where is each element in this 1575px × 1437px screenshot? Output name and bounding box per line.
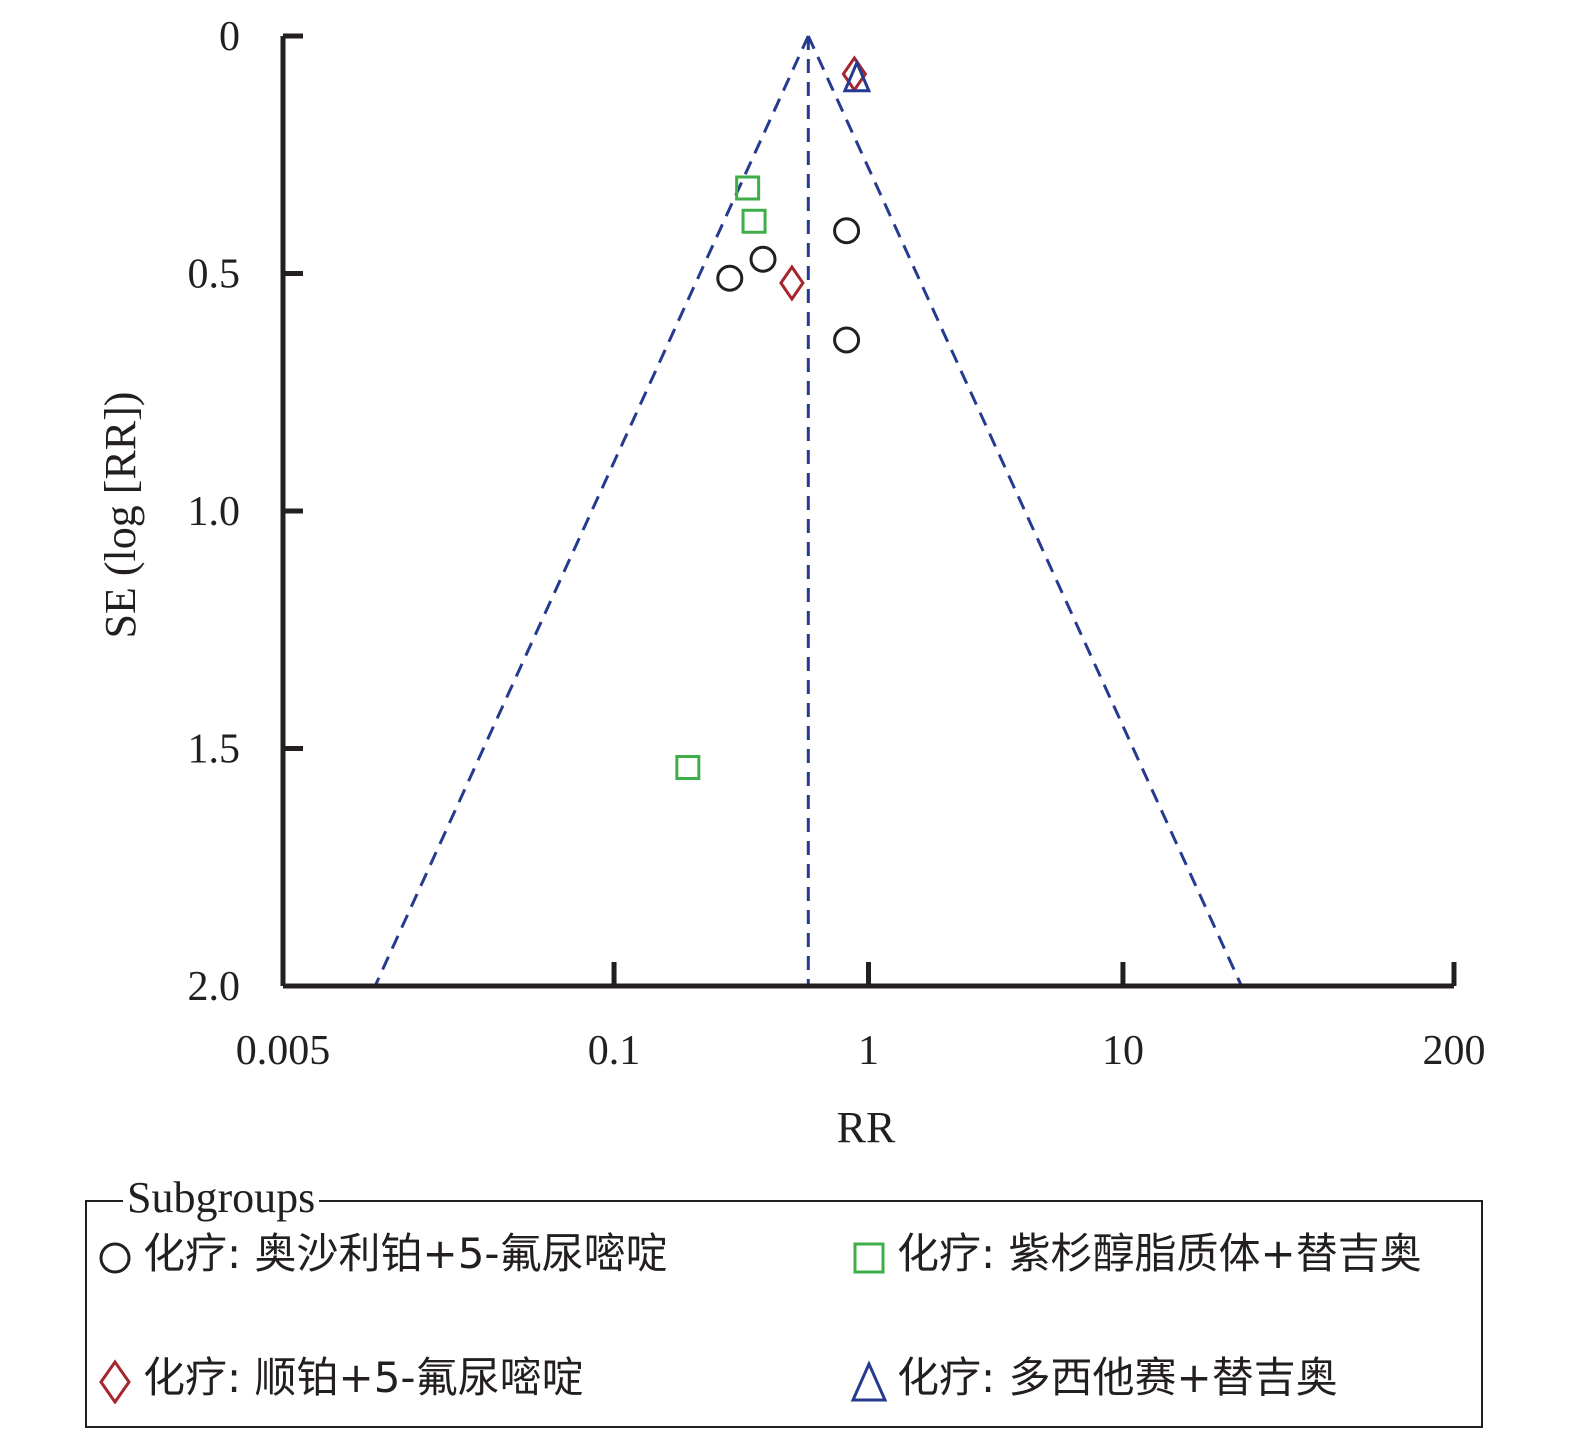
legend-label: 化疗: 顺铂+5-氟尿嘧啶 — [143, 1353, 584, 1402]
x-tick-label: 0.1 — [588, 1028, 641, 1074]
y-tick-label: 2.0 — [188, 964, 241, 1010]
triangle-marker-icon — [850, 1360, 888, 1402]
x-tick-label: 0.005 — [236, 1028, 331, 1074]
funnel-right-line — [806, 35, 1243, 987]
y-tick-label: 1.5 — [188, 727, 241, 773]
x-tick-label: 1 — [858, 1028, 879, 1074]
legend-label: 化疗: 奥沙利铂+5-氟尿嘧啶 — [143, 1229, 668, 1278]
funnel-plot: 0 0.5 1.0 1.5 2.0 0.005 0.1 1 10 200 RR SE (log [… — [96, 14, 1486, 1152]
circle-data-point — [833, 217, 861, 245]
triangle-data-point — [842, 58, 872, 93]
x-tick-label: 10 — [1102, 1028, 1144, 1074]
y-tick-label: 0 — [219, 14, 240, 60]
circle-data-point — [833, 326, 861, 354]
legend-item-docetaxel-s1: 化疗: 多西他赛+替吉奥 — [849, 1352, 1469, 1404]
funnel-lines — [373, 35, 1243, 987]
legend-item-oxaliplatin-5fu: 化疗: 奥沙利铂+5-氟尿嘧啶 — [95, 1228, 835, 1280]
legend-label: 化疗: 紫杉醇脂质体+替吉奥 — [897, 1229, 1422, 1278]
square-data-point — [735, 175, 761, 201]
square-data-point — [741, 208, 767, 234]
square-data-point — [675, 755, 701, 780]
y-tick-label: 0.5 — [188, 252, 241, 298]
legend-label: 化疗: 多西他赛+替吉奥 — [897, 1353, 1338, 1402]
legend-item-cisplatin-5fu: 化疗: 顺铂+5-氟尿嘧啶 — [95, 1352, 835, 1404]
axes: 0 0.5 1.0 1.5 2.0 0.005 0.1 1 10 200 — [188, 14, 1486, 1074]
circle-marker-icon — [99, 1242, 131, 1274]
legend: Subgroups 化疗: 奥沙利铂+5-氟尿嘧啶 化疗: 紫杉醇脂质体+替吉奥… — [85, 1172, 1483, 1428]
data-points — [675, 55, 872, 780]
diamond-marker-icon — [99, 1359, 131, 1404]
circle-data-point — [749, 245, 777, 273]
y-axis-title: SE (log [RR]) — [96, 392, 145, 639]
y-tick-label: 1.0 — [188, 489, 241, 535]
square-marker-icon — [853, 1242, 885, 1274]
legend-title: Subgroups — [123, 1172, 320, 1224]
diamond-data-point — [779, 264, 805, 302]
legend-item-paclitaxel-liposome-s1: 化疗: 紫杉醇脂质体+替吉奥 — [849, 1228, 1469, 1280]
circle-data-point — [716, 264, 744, 292]
x-axis-title: RR — [837, 1103, 896, 1152]
x-tick-label: 200 — [1423, 1028, 1486, 1074]
